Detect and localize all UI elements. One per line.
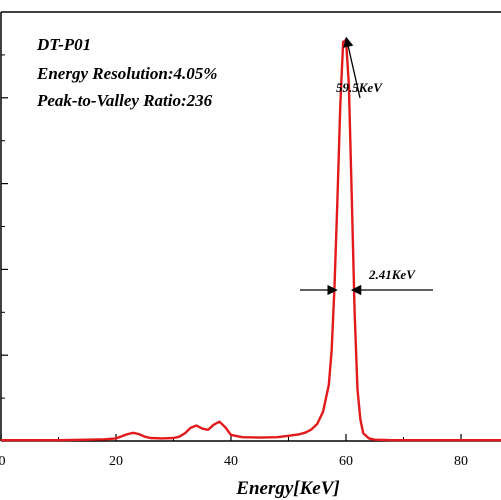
- title-line-3: Peak-to-Valley Ratio:236: [36, 91, 213, 110]
- ticks-layer: 0 20 40 60 80: [0, 54, 468, 469]
- peak-label: 59.5KeV: [336, 80, 383, 95]
- title-line-1: DT-P01: [36, 35, 91, 54]
- annotation-layer: DT-P01 Energy Resolution:4.05% Peak-to-V…: [36, 35, 433, 499]
- peak-arrow: [343, 36, 361, 99]
- x-tick-label: 0: [0, 454, 6, 469]
- x-tick-label: 20: [109, 454, 123, 469]
- series-layer: [1, 38, 501, 442]
- spectrum-series-line: [1, 38, 501, 442]
- title-line-2: Energy Resolution:4.05%: [36, 64, 217, 83]
- x-tick-label: 80: [454, 454, 468, 469]
- x-tick-label: 60: [339, 454, 353, 469]
- fwhm-label: 2.41KeV: [368, 267, 416, 282]
- x-axis-label: Energy[KeV]: [235, 478, 339, 499]
- x-tick-label: 40: [224, 454, 238, 469]
